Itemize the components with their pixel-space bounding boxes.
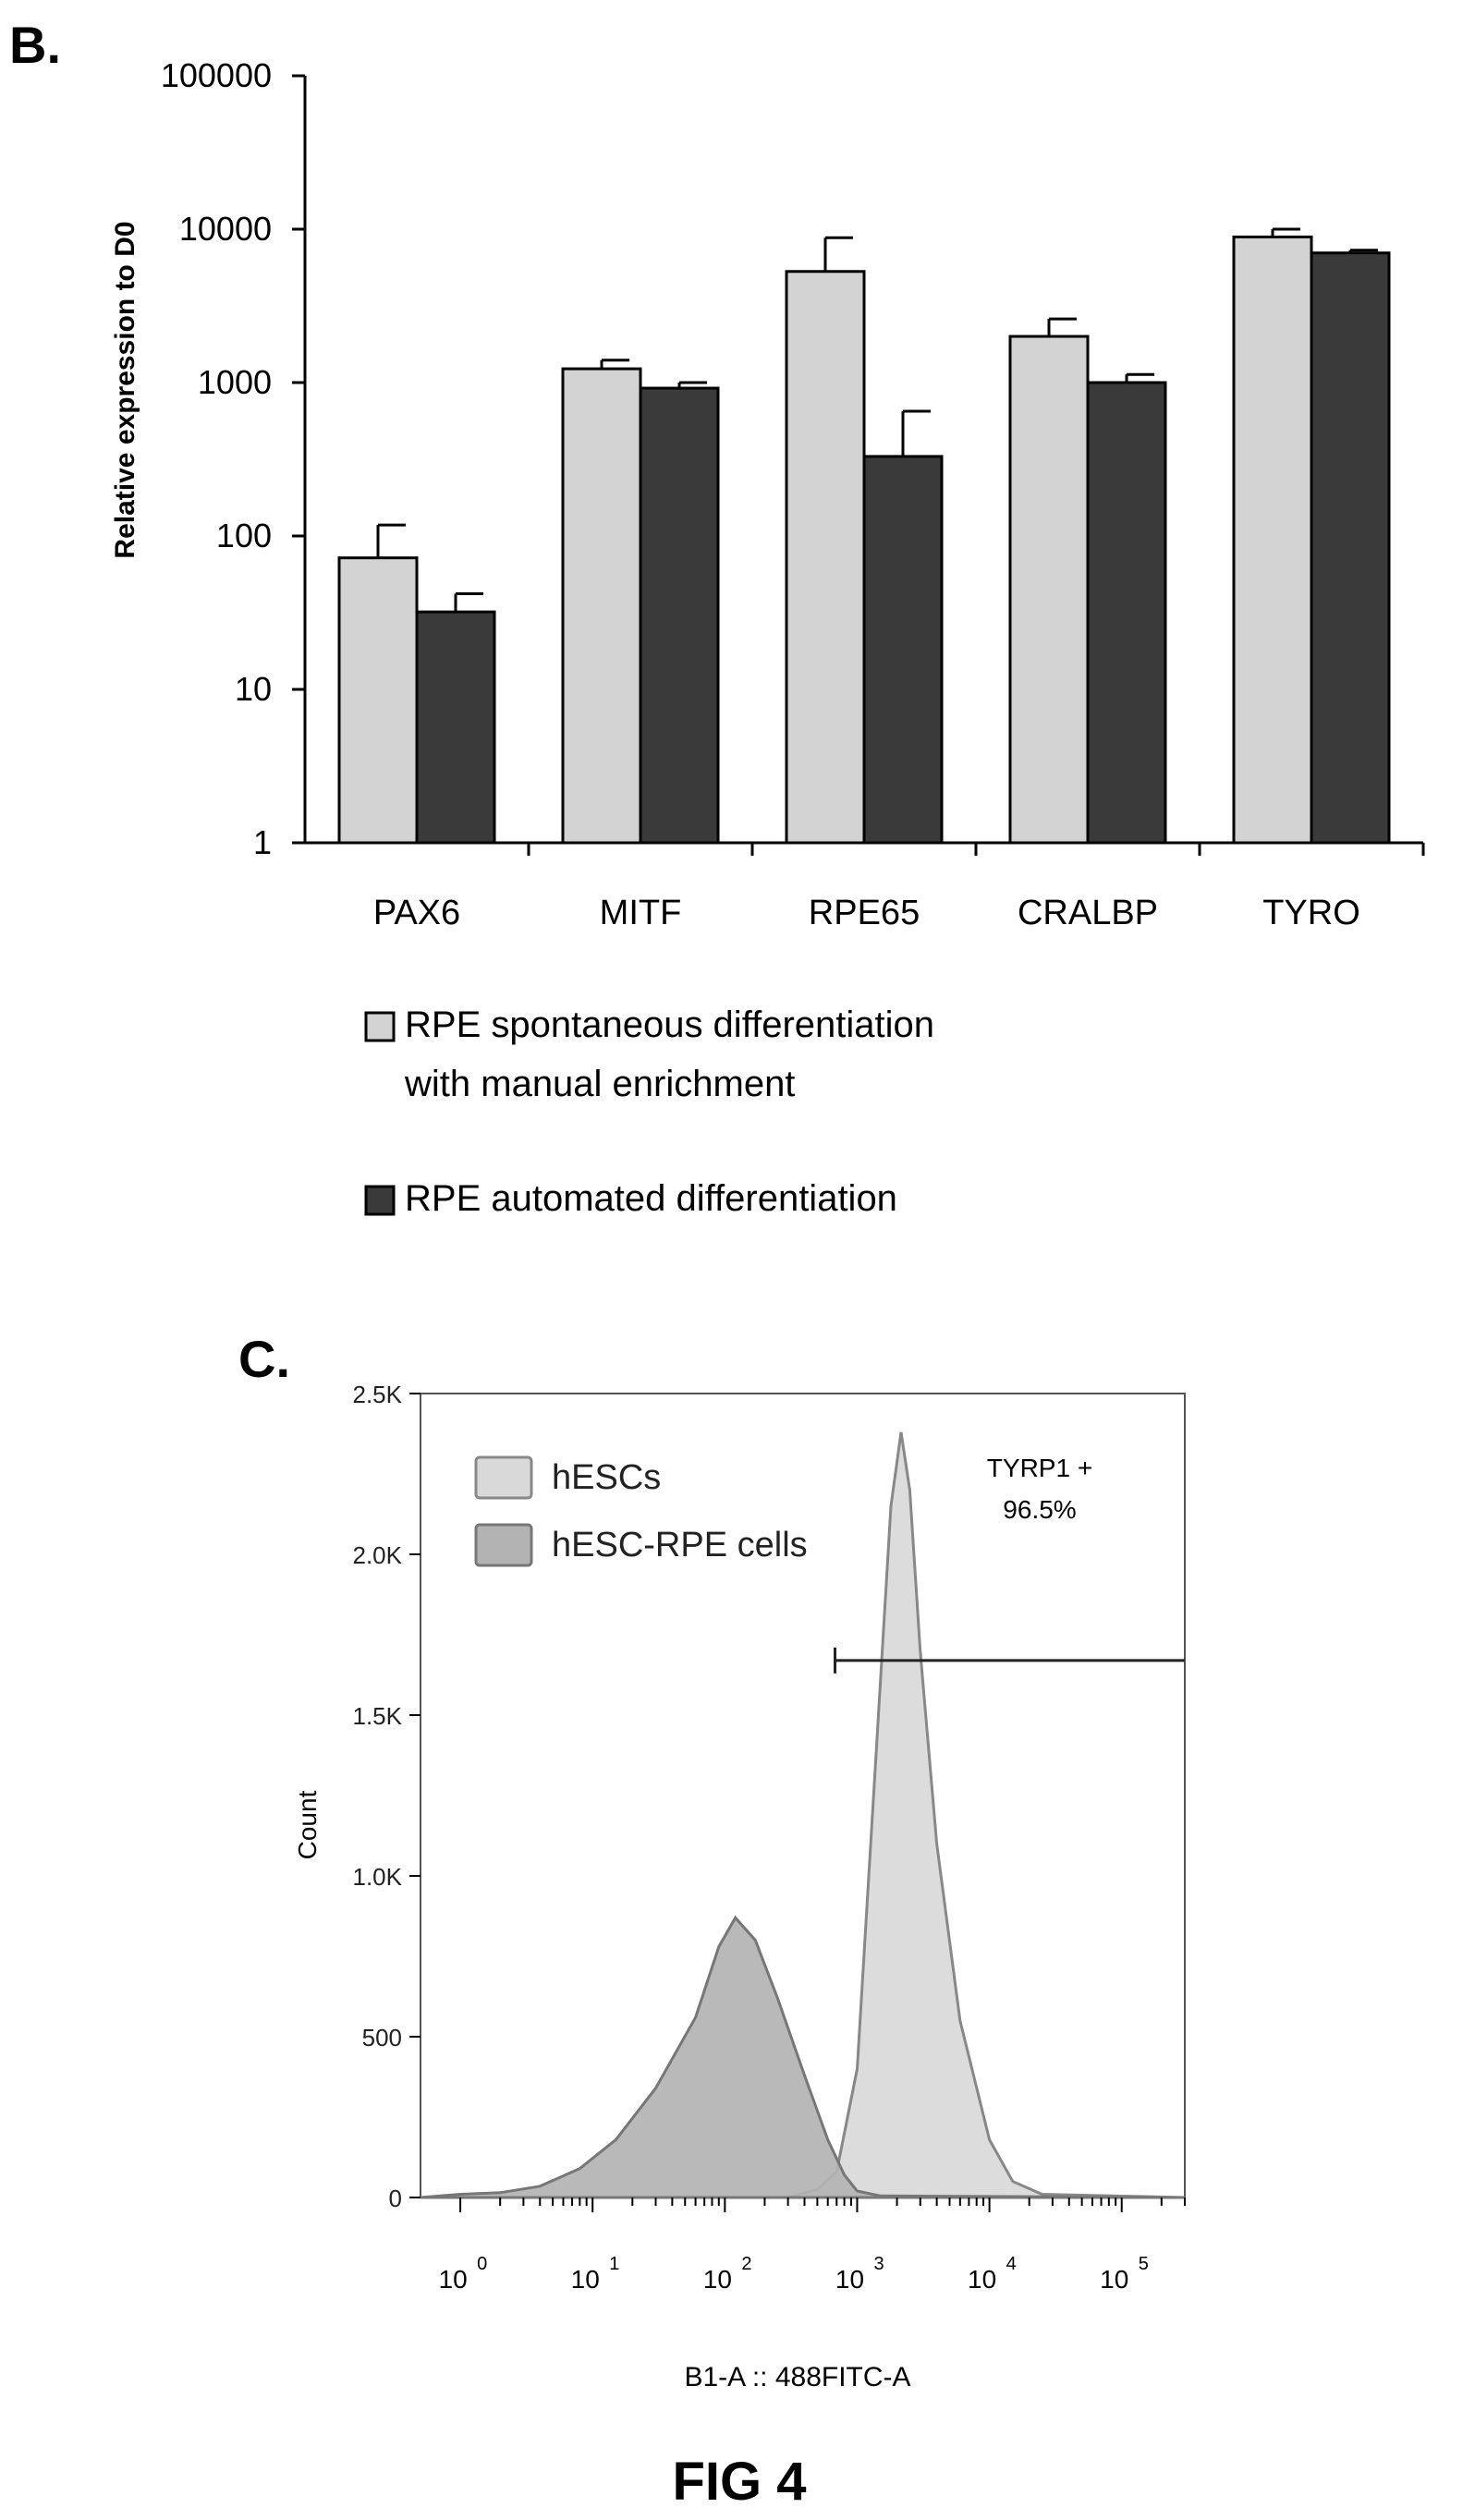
y-tick-label: 0	[389, 2185, 402, 2212]
y-tick-label: 1000	[198, 363, 272, 401]
x-tick-label: 10	[439, 2265, 468, 2294]
x-tick-exponent: 3	[873, 2254, 884, 2274]
gate-label: TYRP1 +	[987, 1454, 1092, 1482]
x-tick-exponent: 4	[1006, 2254, 1017, 2274]
legend-label: hESC-RPE cells	[552, 1526, 808, 1564]
legend-swatch	[364, 1011, 396, 1042]
x-tick-label: CRALBP	[1018, 894, 1158, 932]
legend-swatch	[364, 1185, 396, 1216]
x-tick-exponent: 5	[1139, 2254, 1149, 2274]
histogram-flow-cytometry: 0 500 1.0K 1.5K 2.0K 2.5K 10 0 10 1 10 2 10 3 10 4 10 5 TY…	[353, 1381, 1186, 2294]
x-tick-exponent: 0	[477, 2254, 487, 2274]
x-tick-label: RPE65	[809, 894, 920, 932]
y-tick-label: 500	[362, 2024, 402, 2051]
bar	[639, 386, 720, 845]
bar	[415, 610, 496, 845]
panel-b-label: B.	[9, 16, 61, 74]
x-tick-exponent: 2	[741, 2254, 751, 2274]
y-tick-label: 2.0K	[353, 1541, 403, 1569]
x-tick-label: 10	[571, 2265, 600, 2294]
chart-b-y-axis-label: Relative expression to D0	[110, 221, 140, 558]
bar	[1310, 251, 1391, 845]
y-tick-label: 100	[216, 517, 272, 554]
plot-frame	[420, 1393, 1186, 2198]
y-tick-label: 1.0K	[353, 1863, 403, 1891]
x-tick-label: 10	[703, 2265, 732, 2294]
legend-label: with manual enrichment	[404, 1064, 795, 1104]
y-tick-label: 10	[235, 670, 272, 708]
legend-label: hESCs	[552, 1458, 661, 1497]
y-tick-label: 1.5K	[353, 1702, 403, 1730]
figure-caption: FIG 4	[672, 2452, 806, 2512]
x-tick-label: 10	[968, 2265, 996, 2294]
bar	[1086, 381, 1167, 845]
histogram-hesc-rpe-cells	[420, 1915, 1186, 2199]
chart-c-x-axis-label: B1-A :: 488FITC-A	[684, 2362, 910, 2392]
y-tick-label: 100000	[161, 56, 272, 94]
bar	[1008, 335, 1090, 845]
y-tick-label: 2.5K	[353, 1381, 403, 1408]
x-tick-exponent: 1	[609, 2254, 619, 2274]
legend-label: RPE spontaneous differentiation	[405, 1004, 934, 1045]
chart-b-legend: RPE spontaneous differentiation with manu…	[364, 1004, 934, 1219]
bar	[785, 270, 866, 845]
legend-swatch	[474, 1523, 533, 1567]
legend-swatch	[474, 1455, 533, 1500]
panel-c-label: C.	[238, 1330, 290, 1388]
legend-label: RPE automated differentiation	[405, 1178, 897, 1219]
bar	[561, 367, 642, 845]
x-tick-label: 10	[835, 2265, 864, 2294]
x-tick-label: TYRO	[1262, 894, 1360, 932]
bar-chart-relative-expression: 100000 10000 1000 100 10 1 PAX6 MITF RPE65 CRALBP…	[161, 56, 1425, 932]
gate-percent: 96.5%	[1003, 1495, 1076, 1524]
x-tick-label: 10	[1100, 2265, 1128, 2294]
bar	[862, 455, 944, 845]
y-tick-label: 10000	[179, 210, 272, 248]
x-tick-label: PAX6	[373, 894, 460, 932]
chart-c-y-axis-label: Count	[293, 1790, 322, 1859]
bar	[337, 556, 419, 845]
y-tick-label: 1	[253, 823, 272, 861]
bar	[1232, 235, 1313, 845]
x-tick-label: MITF	[600, 894, 682, 932]
